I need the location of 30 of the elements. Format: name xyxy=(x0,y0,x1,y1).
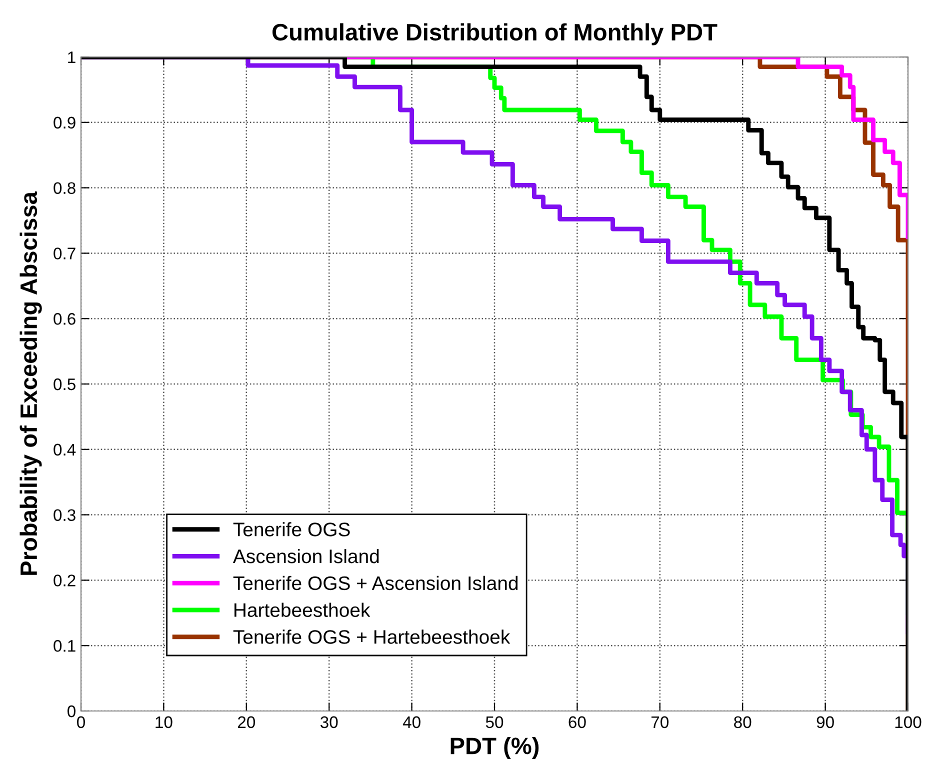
x-tick-label: 60 xyxy=(568,716,586,728)
legend-label: Tenerife OGS + Ascension Island xyxy=(233,576,518,590)
y-tick-label: 0.9 xyxy=(54,116,76,129)
y-tick-label: 0.6 xyxy=(54,313,76,325)
y-tick-label: 0.7 xyxy=(54,248,76,260)
y-tick-label: 0.3 xyxy=(54,509,76,522)
y-tick-label: 0.5 xyxy=(54,378,76,390)
x-tick-label: 100 xyxy=(895,716,922,728)
y-axis-title: Probability of Exceeding Abscissa xyxy=(20,191,42,575)
x-tick-label: 30 xyxy=(320,716,338,728)
x-tick-label: 20 xyxy=(238,716,256,728)
y-tick-label: 0 xyxy=(68,705,76,718)
x-tick-label: 50 xyxy=(486,716,504,728)
y-tick-label: 0.2 xyxy=(54,574,76,586)
y-tick-label: 0.1 xyxy=(54,640,76,652)
y-tick-label: 1 xyxy=(68,52,76,64)
legend-label: Tenerife OGS xyxy=(233,522,350,536)
y-tick-label: 0.4 xyxy=(54,444,76,456)
x-tick-label: 0 xyxy=(77,716,85,728)
legend-label: Tenerife OGS + Hartebeesthoek xyxy=(233,630,510,644)
legend-label: Hartebeesthoek xyxy=(234,602,370,617)
x-tick-label: 70 xyxy=(651,716,669,728)
x-tick-label: 80 xyxy=(734,716,752,728)
x-tick-label: 40 xyxy=(402,716,420,728)
x-tick-label: 90 xyxy=(816,716,834,728)
x-axis-title: PDT (%) xyxy=(450,736,539,759)
chart-title: Cumulative Distribution of Monthly PDT xyxy=(272,23,718,46)
legend-label: Ascension Island xyxy=(232,548,379,564)
x-tick-label: 10 xyxy=(156,716,172,728)
y-tick-label: 0.8 xyxy=(54,182,76,194)
